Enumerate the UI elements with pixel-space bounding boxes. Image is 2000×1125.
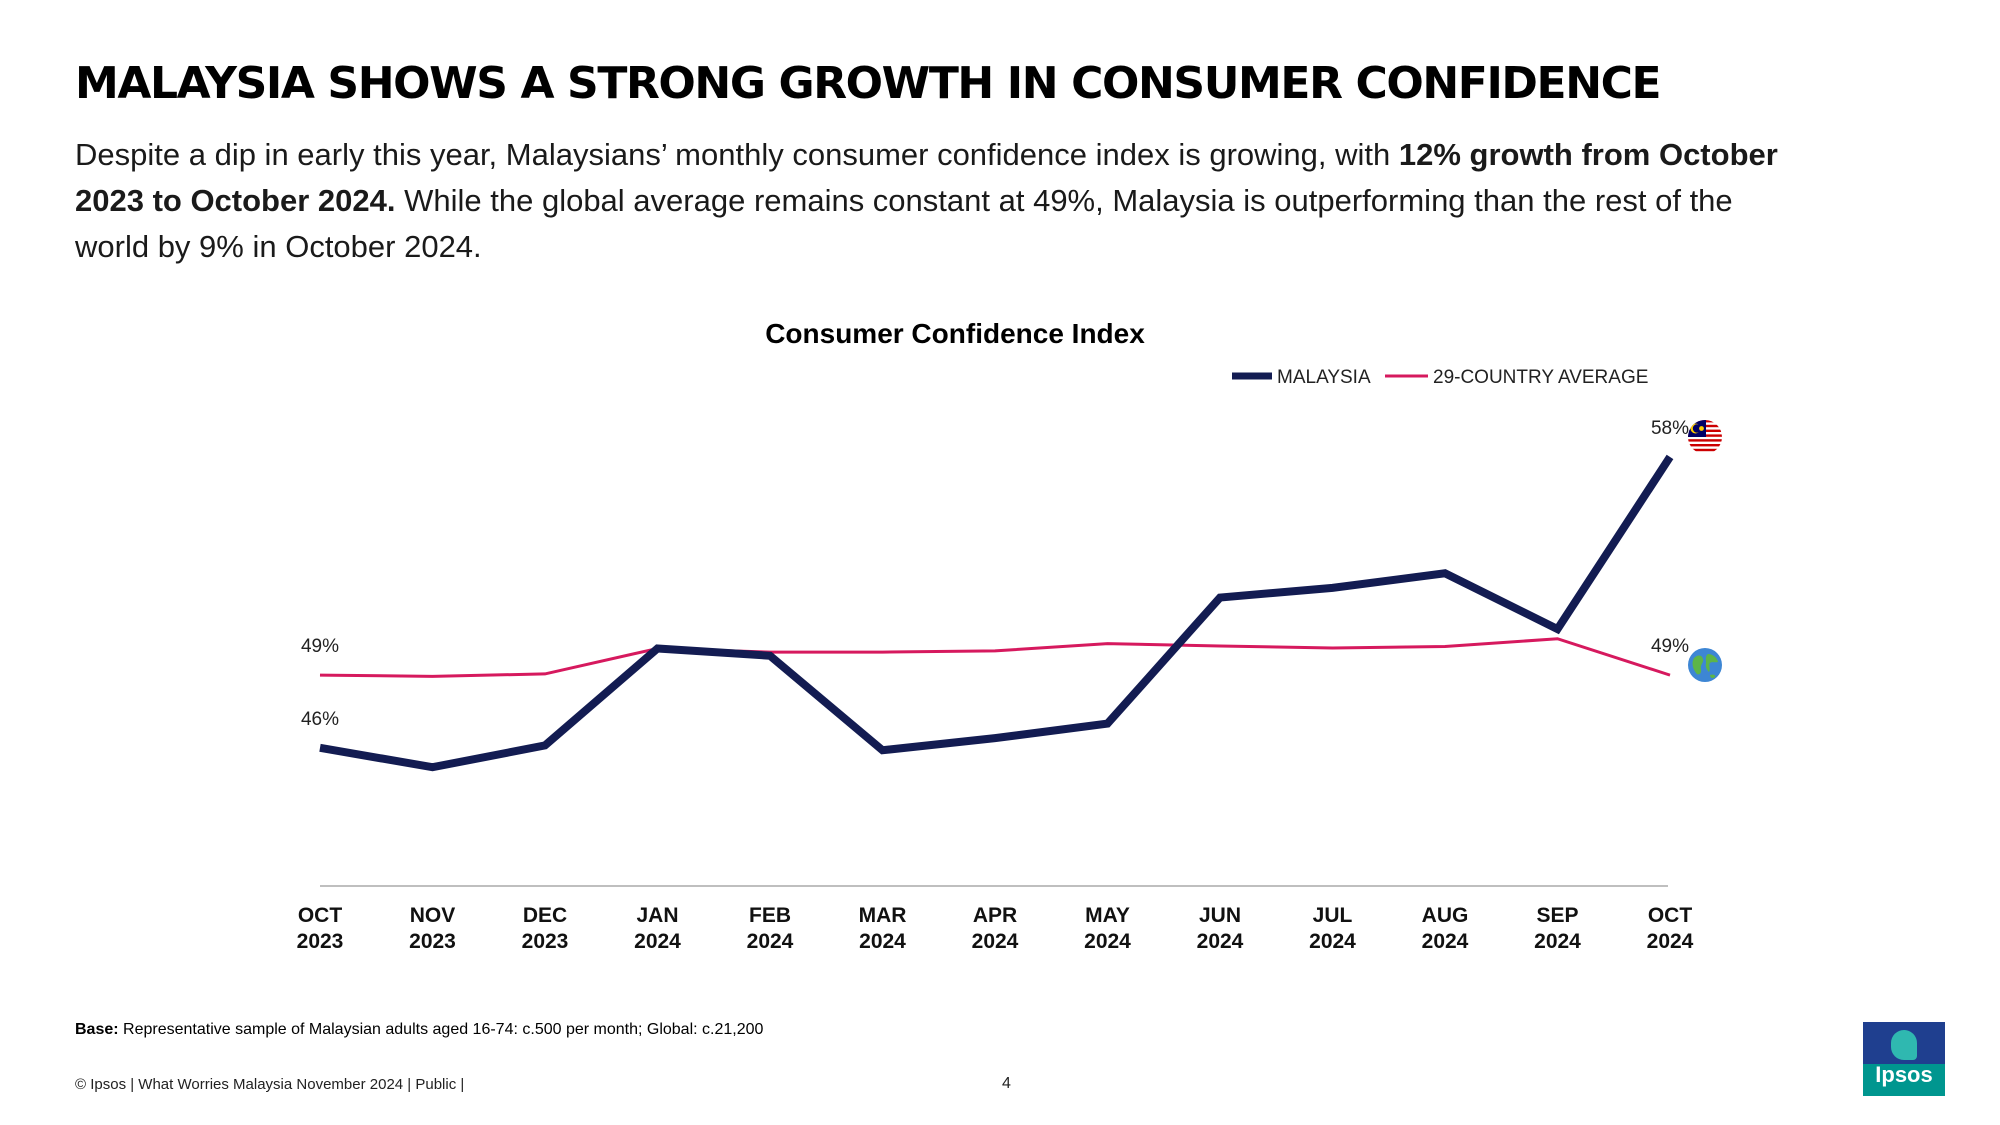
chart-legend: MALAYSIA 29-COUNTRY AVERAGE <box>1232 367 1648 388</box>
base-note: Base: Representative sample of Malaysian… <box>75 1021 763 1039</box>
x-tick-label: JUN 2024 <box>1197 904 1244 953</box>
malaysia-series-line <box>319 454 1674 772</box>
x-tick-label: SEP 2024 <box>1534 904 1581 953</box>
page-subtitle: Despite a dip in early this year, Malays… <box>75 132 1795 270</box>
malaysia-value-label: 46% <box>301 709 339 730</box>
series-lines <box>319 454 1674 772</box>
chart-title: Consumer Confidence Index <box>765 318 1145 349</box>
x-tick-label: MAR 2024 <box>859 904 907 953</box>
subtitle-text-1: Despite a dip in early this year, Malays… <box>75 137 1399 172</box>
x-tick-label: OCT 2024 <box>1647 904 1694 953</box>
x-tick-label: AUG 2024 <box>1422 904 1469 953</box>
x-tick-label: APR 2024 <box>972 904 1019 953</box>
average-value-label: 49% <box>1651 636 1689 657</box>
data-labels: 46% 58% 49% 49% <box>301 418 1689 730</box>
x-tick-label: OCT 2023 <box>297 904 344 953</box>
legend-malaysia-label: MALAYSIA <box>1277 367 1371 388</box>
footer-copyright: © Ipsos | What Worries Malaysia November… <box>75 1076 465 1093</box>
page-title: MALAYSIA SHOWS A STRONG GROWTH IN CONSUM… <box>75 58 1662 109</box>
x-tick-label: DEC 2023 <box>522 904 569 953</box>
average-value-label: 49% <box>301 636 339 657</box>
logo-head-mark <box>1891 1030 1917 1060</box>
x-tick-label: JAN 2024 <box>634 904 681 953</box>
x-tick-label: JUL 2024 <box>1309 904 1356 953</box>
logo-wordmark: Ipsos <box>1875 1062 1933 1087</box>
base-label: Base: <box>75 1021 119 1038</box>
globe-icon <box>1688 648 1722 682</box>
malaysia-flag-icon <box>1688 420 1722 454</box>
legend-average-label: 29-COUNTRY AVERAGE <box>1433 367 1648 388</box>
x-tick-label: MAY 2024 <box>1084 904 1131 953</box>
malaysia-value-label: 58% <box>1651 418 1689 439</box>
ipsos-logo: Ipsos <box>1863 1022 1945 1096</box>
x-axis-tick-labels: OCT 2023 NOV 2023 DEC 2023 JAN 2024 FEB 2024 MAR 20… <box>297 904 1694 953</box>
x-tick-label: FEB 2024 <box>747 904 794 953</box>
average-series-line <box>319 637 1671 678</box>
subtitle-text-2: While the global average remains constan… <box>75 183 1733 264</box>
page-number: 4 <box>1002 1075 1011 1092</box>
x-tick-label: NOV 2023 <box>409 904 456 953</box>
base-text: Representative sample of Malaysian adult… <box>118 1021 764 1038</box>
subtitle-highlight: 12% growth from October 2023 to October … <box>75 137 1778 218</box>
